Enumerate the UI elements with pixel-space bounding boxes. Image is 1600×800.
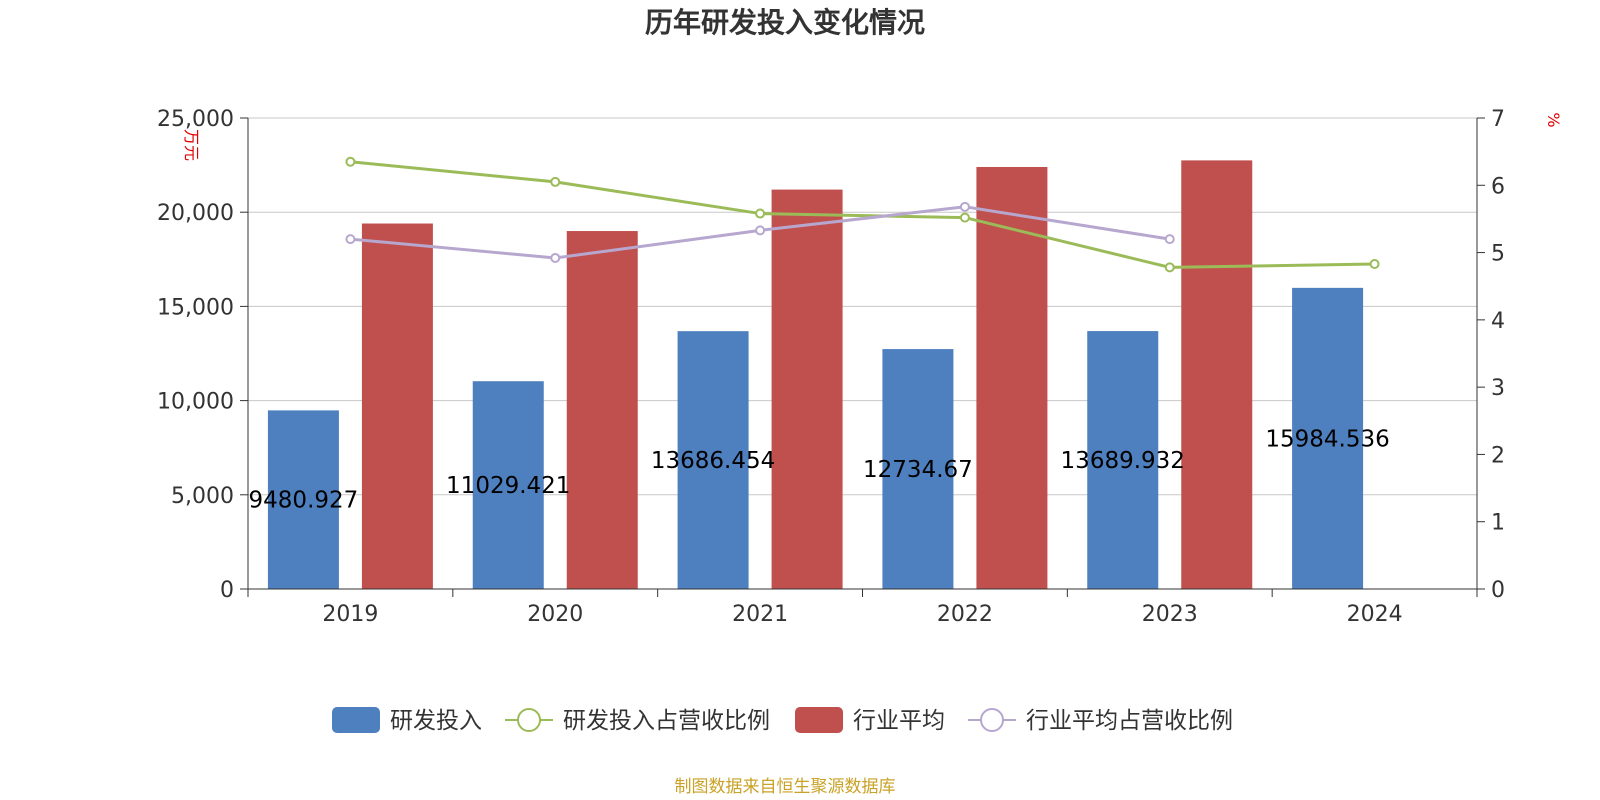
legend-item-3[interactable]: 行业平均占营收比例 xyxy=(968,708,1233,734)
bar-rd-2022 xyxy=(882,349,954,589)
data-label-rd: 11029.421 xyxy=(446,473,570,499)
point-industry-ratio xyxy=(1164,234,1175,245)
right-tick-label: 0 xyxy=(1491,578,1505,603)
legend-label: 研发投入占营收比例 xyxy=(563,708,770,734)
point-industry-ratio xyxy=(345,234,356,245)
point-rd-ratio xyxy=(1164,262,1175,273)
legend: 研发投入 研发投入占营收比例 行业平均 行业平均占营收比例 xyxy=(332,707,1233,734)
point-industry-ratio xyxy=(959,201,970,212)
data-label-rd: 15984.536 xyxy=(1265,426,1389,452)
bar-industry-2019 xyxy=(361,223,433,589)
x-tick-label: 2022 xyxy=(937,602,993,627)
left-tick-label: 25,000 xyxy=(157,107,234,132)
point-rd-ratio xyxy=(1369,259,1380,270)
point-rd-ratio xyxy=(755,208,766,219)
grid-lines xyxy=(248,117,1477,496)
bars xyxy=(267,160,1364,590)
data-label-rd: 9480.927 xyxy=(249,488,359,514)
x-tick-label: 2019 xyxy=(322,602,378,627)
point-rd-ratio xyxy=(550,176,561,187)
left-tick-label: 5,000 xyxy=(171,484,234,509)
x-tick-label: 2023 xyxy=(1142,602,1198,627)
bar-rd-2024 xyxy=(1292,287,1364,589)
left-tick-label: 20,000 xyxy=(157,201,234,226)
right-tick-label: 5 xyxy=(1491,242,1505,267)
bar-industry-2023 xyxy=(1181,160,1253,589)
data-label-rd: 13689.932 xyxy=(1061,448,1185,474)
chart-title: 历年研发投入变化情况 xyxy=(645,6,925,39)
right-tick-label: 3 xyxy=(1491,376,1505,401)
lines xyxy=(345,156,1380,273)
data-label-rd: 13686.454 xyxy=(651,448,775,474)
bar-rd-2021 xyxy=(677,331,749,589)
source-note: 制图数据来自恒生聚源数据库 xyxy=(675,777,896,797)
axes: 0 5,000 10,000 15,000 20,000 25,000 0 1 2 3 4 5 6 7 20… xyxy=(157,107,1505,627)
right-tick-label: 2 xyxy=(1491,443,1505,468)
legend-item-1[interactable]: 研发投入占营收比例 xyxy=(505,708,770,734)
bar-industry-2021 xyxy=(771,189,843,590)
right-axis-unit: % xyxy=(1544,112,1563,127)
legend-swatch xyxy=(795,707,843,733)
legend-label: 行业平均 xyxy=(853,708,945,734)
left-axis-unit: 万元 xyxy=(182,129,201,161)
left-tick-label: 0 xyxy=(220,578,234,603)
point-rd-ratio xyxy=(959,212,970,223)
x-tick-label: 2024 xyxy=(1347,602,1403,627)
bar-rd-2020 xyxy=(472,381,544,589)
right-tick-label: 4 xyxy=(1491,309,1505,334)
right-tick-label: 6 xyxy=(1491,174,1505,199)
bar-industry-2020 xyxy=(566,231,638,590)
x-tick-label: 2021 xyxy=(732,602,788,627)
data-label-rd: 12734.67 xyxy=(863,457,973,483)
legend-item-2[interactable]: 行业平均 xyxy=(795,707,945,734)
legend-marker xyxy=(517,708,541,732)
legend-label: 研发投入 xyxy=(390,708,482,734)
left-tick-label: 10,000 xyxy=(157,390,234,415)
data-labels: 9480.927 11029.421 13686.454 12734.67 13689.… xyxy=(249,426,1390,513)
bar-rd-2023 xyxy=(1087,331,1159,589)
point-rd-ratio xyxy=(345,156,356,167)
legend-marker xyxy=(980,708,1004,732)
legend-label: 行业平均占营收比例 xyxy=(1026,708,1233,734)
right-tick-label: 1 xyxy=(1491,511,1505,536)
point-industry-ratio xyxy=(755,225,766,236)
bar-industry-2022 xyxy=(976,166,1048,589)
right-tick-label: 7 xyxy=(1491,107,1505,132)
point-industry-ratio xyxy=(550,252,561,263)
legend-item-0[interactable]: 研发投入 xyxy=(332,707,482,734)
bar-rd-2019 xyxy=(267,410,339,589)
legend-swatch xyxy=(332,707,380,733)
left-tick-label: 15,000 xyxy=(157,295,234,320)
line-rd-ratio xyxy=(350,160,1375,269)
x-tick-label: 2020 xyxy=(527,602,583,627)
